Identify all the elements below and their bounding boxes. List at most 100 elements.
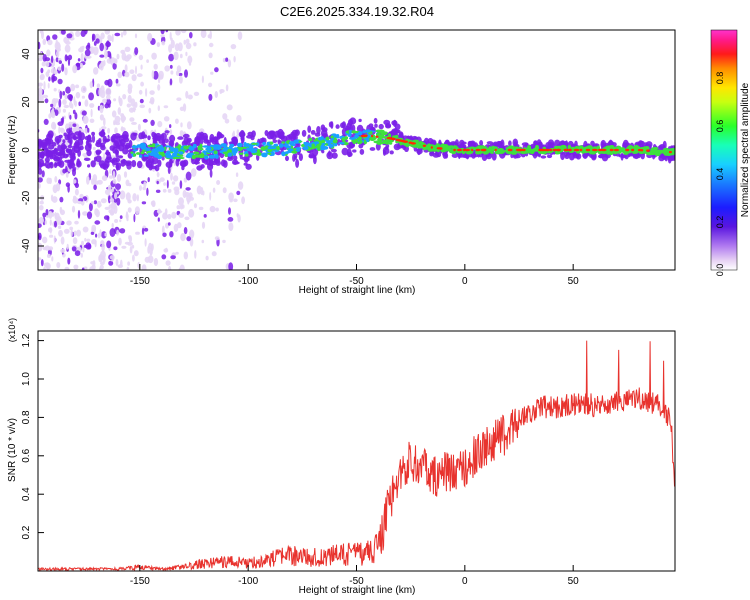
colorbar-label: Normalized spectral amplitude: [740, 82, 750, 217]
spectrogram-core-cell: [357, 131, 363, 136]
spectrogram-speckle: [171, 211, 177, 219]
spectrogram-speckle: [138, 89, 143, 95]
spectrogram-core-cell: [220, 143, 226, 147]
spectrogram-speckle: [86, 211, 93, 220]
spectrogram-speckle: [129, 69, 135, 74]
spectrogram-speckle: [168, 44, 173, 53]
spectrogram-band-cell: [60, 147, 65, 156]
spectrogram-core-cell: [628, 151, 632, 154]
spectrogram-speckle: [38, 168, 43, 175]
spectrogram-speckle: [159, 177, 165, 182]
spectrogram-band-cell: [398, 131, 404, 138]
spectrogram-speckle: [115, 259, 119, 266]
spectrogram-core-cell: [166, 150, 171, 154]
spectrogram-speckle: [169, 78, 173, 86]
spectrogram-speckle: [80, 253, 84, 258]
spectrogram-band-cell: [155, 132, 162, 141]
spectrogram-speckle: [126, 54, 132, 60]
spectrogram-core-cell: [147, 152, 152, 155]
x-tick-label: -150: [130, 576, 150, 587]
spectrogram-speckle: [54, 109, 59, 116]
spectrogram-speckle: [113, 246, 118, 251]
spectrogram-band-cell: [261, 137, 267, 144]
spectrogram-core-cell: [633, 145, 640, 149]
spectrogram-band-cell: [373, 117, 378, 124]
spectrogram-speckle: [50, 103, 54, 108]
spectrogram-speckle: [100, 198, 107, 204]
spectrogram-core-cell: [197, 145, 201, 151]
spectrogram-core-cell: [385, 141, 389, 145]
spectrogram-speckle: [193, 203, 198, 209]
spectrogram-peak: [475, 148, 481, 152]
spectrogram-speckle: [148, 107, 152, 114]
spectrogram-speckle: [60, 30, 66, 35]
spectrogram-speckle: [153, 258, 159, 266]
spectrogram-speckle: [89, 103, 95, 108]
spectrogram-x-label: Height of straight line (km): [299, 285, 416, 296]
spectrogram-speckle: [58, 126, 61, 134]
spectrogram-speckle: [43, 266, 46, 270]
spectrogram-speckle: [104, 206, 111, 210]
spectrogram-speckle: [167, 188, 172, 193]
spectrogram-core-cell: [388, 142, 393, 145]
spectrogram-speckle: [188, 62, 192, 66]
spectrogram-core-cell: [343, 142, 349, 146]
snr-x-label: Height of straight line (km): [299, 585, 416, 596]
spectrogram-core-cell: [418, 141, 425, 144]
spectrogram-core-cell: [188, 146, 195, 151]
spectrogram-speckle: [61, 116, 65, 124]
spectrogram-core-cell: [278, 143, 284, 148]
spectrogram-core-cell: [139, 154, 143, 158]
spectrogram-speckle: [225, 84, 229, 92]
spectrogram-core-cell: [415, 142, 420, 147]
spectrogram-speckle: [38, 217, 44, 224]
spectrogram-speckle: [127, 261, 130, 266]
spectrogram-speckle: [64, 266, 70, 270]
spectrogram-core-cell: [330, 135, 334, 139]
spectrogram-band-cell: [67, 144, 73, 149]
spectrogram-speckle: [182, 189, 187, 199]
spectrogram-speckle: [39, 205, 44, 211]
spectrogram-speckle: [108, 209, 113, 214]
spectrogram-speckle: [80, 52, 84, 62]
spectrogram-core-cell: [530, 148, 537, 152]
spectrogram-speckle: [48, 177, 53, 185]
spectrogram-speckle: [86, 238, 91, 242]
spectrogram-speckle: [134, 47, 139, 56]
y-tick-label: 0.6: [21, 448, 32, 462]
spectrogram-core-cell: [336, 134, 340, 139]
spectrogram-speckle: [57, 66, 62, 71]
spectrogram-band-cell: [132, 132, 138, 136]
spectrogram-band-cell: [58, 134, 63, 139]
snr-panel: -150 -100 -50 0 50 0.2 0.4 0.6 0.8 1.0 1.2 Height…: [7, 318, 676, 596]
spectrogram-band-cell: [233, 155, 238, 161]
spectrogram-speckle: [84, 49, 91, 57]
spectrogram-band-cell: [554, 139, 561, 147]
spectrogram-speckle: [165, 260, 171, 266]
spectrogram-speckle: [40, 67, 44, 74]
spectrogram-core-cell: [267, 152, 272, 155]
spectrogram-speckle: [58, 98, 62, 108]
spectrogram-speckle: [51, 110, 56, 119]
spectrogram-band-cell: [205, 158, 211, 166]
spectrogram-speckle: [125, 192, 131, 201]
spectrogram-band-cell: [521, 142, 529, 147]
spectrogram-band-cell: [301, 129, 307, 137]
spectrogram-speckle: [41, 61, 47, 67]
spectrogram-speckle: [201, 75, 204, 84]
spectrogram-core-cell: [441, 145, 449, 150]
spectrogram-speckle: [134, 101, 138, 108]
spectrogram-core-cell: [314, 141, 320, 145]
spectrogram-core-cell: [369, 136, 376, 141]
spectrogram-speckle: [113, 58, 118, 64]
spectrogram-speckle: [209, 169, 213, 178]
spectrogram-core-cell: [670, 147, 675, 152]
colorbar-ticks: 0.0 0.2 0.4 0.6 0.8: [715, 72, 725, 277]
spectrogram-core-cell: [130, 151, 134, 154]
spectrogram-band-cell: [378, 123, 384, 130]
spectrogram-speckle: [131, 244, 135, 249]
spectrogram-core-cell: [373, 140, 381, 144]
spectrogram-band-cell: [160, 133, 165, 141]
snr-y-ticks: 0.2 0.4 0.6 0.8 1.0 1.2: [21, 333, 44, 540]
